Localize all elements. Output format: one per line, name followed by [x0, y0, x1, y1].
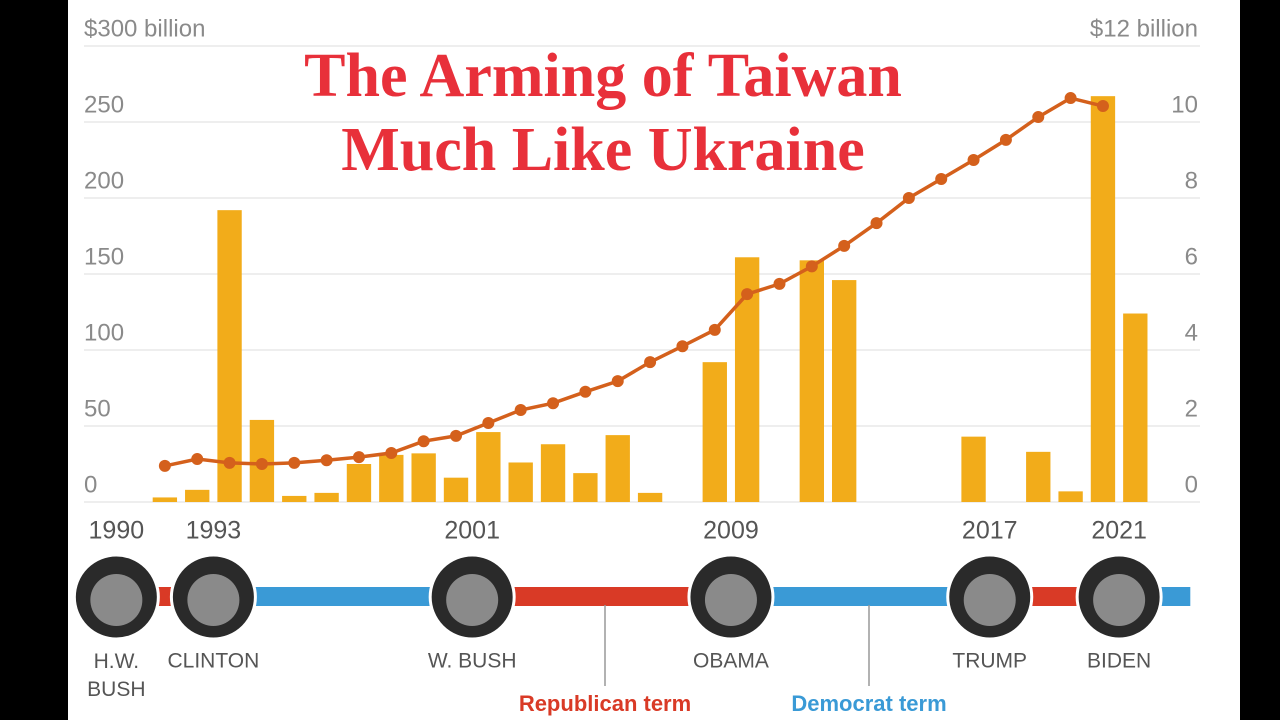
point: [482, 416, 495, 429]
y2-tick-label: 10: [1171, 91, 1198, 118]
point: [1096, 100, 1109, 113]
bar: [702, 362, 727, 502]
term-segment: [213, 587, 473, 606]
portrait-face: [1093, 574, 1146, 626]
legend-label: Democrat term: [791, 691, 946, 716]
x-tick-label: 2009: [703, 517, 759, 545]
point: [902, 192, 915, 204]
bar: [1026, 451, 1051, 502]
point: [708, 323, 721, 336]
bar: [476, 432, 501, 502]
bar: [799, 260, 824, 502]
chart-subtitle: Much Like Ukraine: [341, 116, 865, 184]
portrait-face: [90, 574, 143, 626]
y-tick-label: 200: [84, 167, 124, 194]
bar: [1123, 313, 1148, 502]
y-tick-label: 0: [84, 471, 97, 498]
x-tick-label: 1990: [89, 517, 145, 545]
point: [1032, 111, 1045, 124]
president-name: BIDEN: [1087, 650, 1151, 673]
point: [676, 340, 689, 353]
y2-tick-label: $12 billion: [1090, 15, 1198, 42]
bar: [540, 444, 566, 502]
point: [320, 454, 333, 467]
point: [999, 133, 1012, 146]
marks: [152, 92, 1148, 502]
president-name: H.W. BUSH: [87, 650, 145, 701]
bar: [346, 464, 372, 502]
bar: [185, 489, 210, 502]
point: [352, 451, 365, 464]
point: [805, 260, 818, 273]
bar: [411, 453, 436, 502]
point: [255, 458, 268, 470]
bar: [508, 462, 533, 502]
point: [741, 288, 754, 301]
y2-tick-label: 6: [1185, 243, 1198, 270]
bar: [637, 492, 663, 502]
y2-tick-label: 4: [1185, 319, 1198, 346]
point: [514, 404, 527, 417]
y-tick-label: 100: [84, 319, 124, 346]
bar: [152, 497, 178, 502]
point: [158, 459, 171, 472]
portrait-face: [187, 574, 240, 626]
bar: [282, 495, 307, 502]
portrait-face: [704, 574, 757, 626]
president-name: TRUMP: [952, 650, 1027, 673]
bar: [1058, 491, 1083, 502]
point: [967, 154, 980, 166]
president-name: W. BUSH: [428, 650, 517, 673]
point: [870, 217, 883, 230]
bar: [605, 435, 630, 502]
bar: [1090, 96, 1116, 502]
point: [644, 356, 657, 369]
point: [1064, 92, 1077, 105]
legend-label: Republican term: [519, 691, 691, 716]
point: [547, 397, 560, 410]
y2-tick-label: 2: [1185, 395, 1198, 422]
bar: [573, 473, 598, 502]
bar: [832, 280, 857, 502]
y-tick-label: 50: [84, 395, 111, 422]
x-tick-label: 2021: [1091, 517, 1147, 545]
point: [191, 453, 204, 466]
bar: [443, 477, 469, 502]
point: [385, 446, 398, 459]
portrait-face: [963, 574, 1016, 626]
point: [935, 173, 948, 185]
portrait-face: [446, 574, 499, 626]
grid: 0 50 100 150 200 250 $300 billion 0 2 4 6 8 10 $12 bi…: [84, 15, 1200, 503]
x-tick-label: 1993: [186, 517, 242, 545]
y2-tick-label: 8: [1185, 167, 1198, 194]
point: [223, 456, 236, 469]
point: [773, 277, 786, 290]
bar: [379, 454, 404, 502]
y-tick-label: 150: [84, 243, 124, 270]
president-name: CLINTON: [167, 650, 259, 673]
x-tick-label: 2001: [444, 517, 500, 545]
y2-tick-label: 0: [1185, 471, 1198, 498]
point: [288, 456, 301, 469]
x-tick-label: 2017: [962, 517, 1018, 545]
bar: [217, 210, 242, 502]
point: [417, 435, 430, 448]
point: [838, 239, 851, 252]
y-tick-label: $300 billion: [84, 15, 205, 42]
chart-title: The Arming of Taiwan: [304, 42, 902, 110]
point: [450, 429, 462, 442]
term-segment: [472, 587, 731, 606]
bar: [961, 436, 986, 502]
president-name: OBAMA: [693, 650, 769, 673]
term-segment: [730, 587, 990, 606]
point: [611, 375, 624, 388]
y-tick-label: 250: [84, 91, 124, 118]
bar: [314, 492, 339, 502]
point: [579, 385, 592, 398]
timeline: 1990 H.W. BUSH 1993 CLINTON 2001 W. BUSH 2009 OB…: [72, 517, 1191, 716]
